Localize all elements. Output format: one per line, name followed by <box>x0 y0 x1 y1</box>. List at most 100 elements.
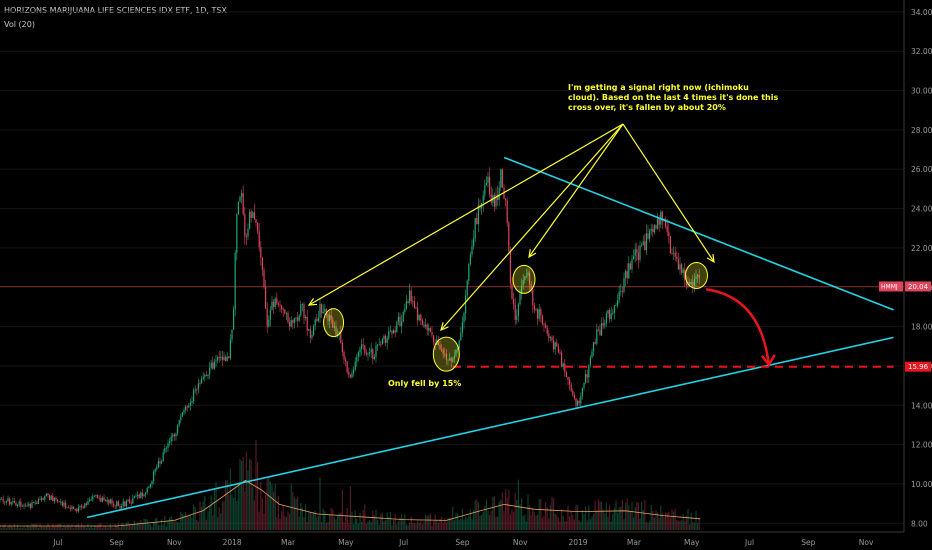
candle-body <box>340 331 342 343</box>
candle-body <box>20 501 22 507</box>
volume-bar <box>332 509 334 530</box>
candle-body <box>197 383 199 390</box>
candle-body <box>669 236 671 254</box>
volume-bar <box>602 509 604 530</box>
candle-body <box>692 282 694 286</box>
volume-bar <box>258 511 260 530</box>
volume-bar <box>305 503 307 530</box>
candle-body <box>626 270 628 279</box>
volume-bar <box>581 509 583 530</box>
price-tick-label: 34.00 <box>911 8 932 17</box>
volume-bar <box>140 520 142 530</box>
volume-bar <box>521 497 523 530</box>
volume-bar <box>666 513 668 530</box>
volume-bar <box>449 517 451 530</box>
candle-body <box>228 356 230 359</box>
volume-bar <box>649 520 651 530</box>
volume-bar <box>508 489 510 530</box>
candle-body <box>290 320 292 327</box>
volume-bar <box>209 505 211 530</box>
candle-body <box>538 309 540 319</box>
candle-body <box>441 349 443 351</box>
volume-bar <box>573 519 575 530</box>
volume-bar <box>492 496 494 530</box>
candle-body <box>165 447 167 449</box>
candle-body <box>116 501 118 507</box>
candle-body <box>348 372 350 375</box>
candle-body <box>298 315 300 321</box>
volume-bar <box>441 516 443 530</box>
volume-bar <box>453 520 455 530</box>
candle-body <box>202 377 204 379</box>
volume-bar <box>399 517 401 530</box>
candle-body <box>181 412 183 417</box>
volume-bar <box>50 527 52 530</box>
candle-body <box>300 304 302 316</box>
candle-body <box>258 231 260 248</box>
volume-bar <box>442 523 444 530</box>
volume-bar <box>481 514 483 530</box>
annotation-arrow-head <box>440 322 449 332</box>
volume-bar <box>276 517 278 530</box>
candle-body <box>575 398 577 406</box>
volume-bar <box>66 524 68 530</box>
candle-body <box>636 249 638 253</box>
volume-bar <box>445 522 447 530</box>
signal-circle <box>323 308 345 338</box>
volume-bar <box>527 494 529 530</box>
candle-body <box>404 308 406 312</box>
volume-bar <box>586 520 588 530</box>
volume-bar <box>665 512 667 530</box>
volume-bar <box>106 527 108 530</box>
volume-bar <box>202 501 204 530</box>
candle-body <box>447 359 449 361</box>
volume-bar <box>695 511 697 530</box>
candle-body <box>26 505 28 507</box>
candle-body <box>377 344 379 346</box>
candle-body <box>385 336 387 343</box>
time-tick-label: Nov <box>167 538 182 547</box>
candle-body <box>602 323 604 326</box>
volume-bar <box>231 494 233 530</box>
volume-bar <box>698 519 700 530</box>
volume-bar <box>421 524 423 530</box>
candle-body <box>620 291 622 293</box>
volume-bar <box>612 513 614 530</box>
volume-bar <box>506 497 508 530</box>
volume-bar <box>164 516 166 530</box>
volume-bar <box>417 519 419 530</box>
candle-body <box>199 383 201 385</box>
candle-body <box>113 503 115 506</box>
volume-bar <box>613 507 615 530</box>
candle-body <box>73 506 75 509</box>
volume-bar <box>90 524 92 530</box>
volume-bar <box>525 521 527 530</box>
volume-bar <box>244 491 246 530</box>
candle-body <box>76 509 78 512</box>
signal-circle <box>512 264 536 294</box>
volume-bar <box>535 515 537 530</box>
volume-bar <box>353 524 355 530</box>
volume-bar <box>530 515 532 530</box>
volume-bar <box>81 523 83 530</box>
volume-bar <box>634 507 636 530</box>
candle-body <box>85 503 87 505</box>
candle-body <box>186 406 188 408</box>
candle-body <box>345 359 347 362</box>
volume-bar <box>405 524 407 530</box>
volume-bar <box>229 468 231 530</box>
volume-bar <box>237 483 239 530</box>
volume-bar <box>44 526 46 530</box>
volume-bar <box>591 516 593 530</box>
candle-body <box>679 264 681 270</box>
volume-bar <box>343 522 345 530</box>
candle-body <box>505 198 507 201</box>
candle-body <box>349 374 351 378</box>
candle-body <box>535 309 537 311</box>
candle-body <box>474 217 476 239</box>
volume-bar <box>284 515 286 530</box>
volume-bar <box>25 528 27 530</box>
candle-body <box>287 312 289 323</box>
volume-bar <box>423 521 425 530</box>
